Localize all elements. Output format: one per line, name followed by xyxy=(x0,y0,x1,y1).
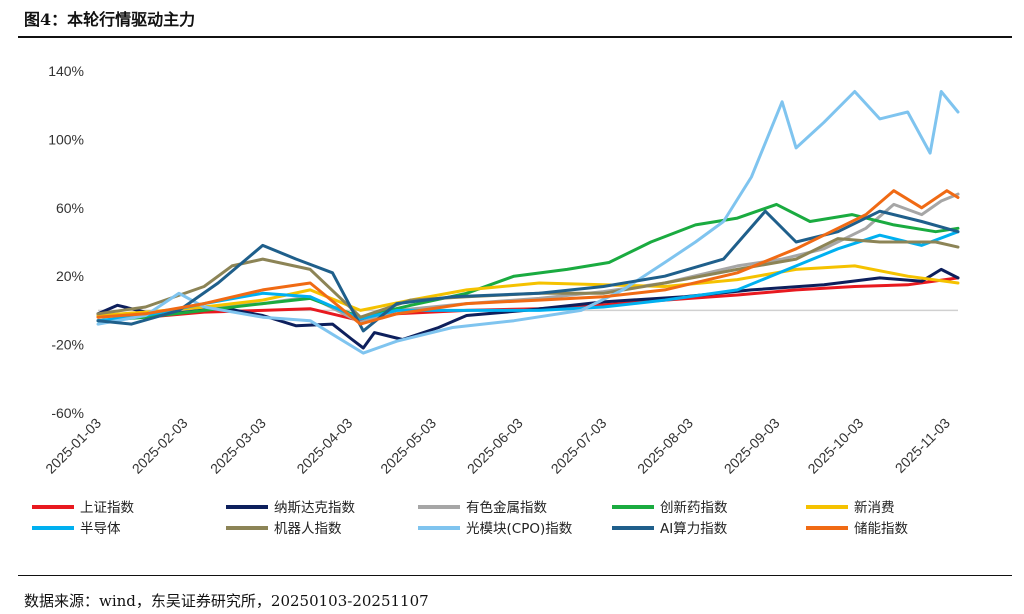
figure-title: 图4：本轮行情驱动主力 xyxy=(24,10,196,29)
legend-label: AI算力指数 xyxy=(660,521,728,537)
legend-label: 新消费 xyxy=(854,500,895,516)
legend-label: 储能指数 xyxy=(854,521,908,537)
legend-label: 纳斯达克指数 xyxy=(274,500,355,516)
x-tick-label: 2025-04-03 xyxy=(293,415,355,477)
x-tick-label: 2025-06-03 xyxy=(464,415,526,477)
x-tick-label: 2025-02-03 xyxy=(129,415,191,477)
x-tick-label: 2025-11-03 xyxy=(892,415,953,476)
legend-label: 机器人指数 xyxy=(274,521,342,537)
y-tick-label: 100% xyxy=(48,131,84,147)
y-tick-label: 20% xyxy=(56,268,84,284)
x-tick-label: 2025-07-03 xyxy=(548,415,610,477)
series-line-10 xyxy=(96,189,960,326)
y-tick-label: -20% xyxy=(51,337,84,353)
series-line-5 xyxy=(96,264,960,317)
legend-label: 上证指数 xyxy=(80,500,134,516)
legend-label: 有色金属指数 xyxy=(466,499,547,516)
y-tick-label: -60% xyxy=(51,405,84,421)
y-tick-label: 140% xyxy=(48,63,84,79)
legend-label: 创新药指数 xyxy=(660,500,728,516)
x-tick-label: 2025-01-03 xyxy=(42,415,104,477)
legend-label: 光模块(CPO)指数 xyxy=(466,521,573,537)
series-line-4 xyxy=(96,202,960,323)
line-chart: -60% -20% 20% 60% 100% 140% 2025-01-03 2025-02… xyxy=(32,63,960,537)
x-tick-label: 2025-09-03 xyxy=(721,415,783,477)
series-line-2 xyxy=(96,267,960,350)
legend-label: 半导体 xyxy=(80,521,121,537)
x-tick-label: 2025-10-03 xyxy=(804,415,866,477)
x-tick-label: 2025-03-03 xyxy=(207,415,269,477)
series-line-6 xyxy=(96,230,960,323)
x-tick-label: 2025-05-03 xyxy=(377,415,439,477)
series-line-9 xyxy=(96,209,960,333)
x-tick-label: 2025-08-03 xyxy=(634,415,696,477)
title-rule xyxy=(18,36,1012,38)
source-rule xyxy=(18,575,1012,576)
data-source-note: 数据来源：wind，东吴证券研究所，20250103-20251107 xyxy=(24,592,429,610)
series-line-8 xyxy=(96,90,960,355)
y-tick-label: 60% xyxy=(56,200,84,216)
